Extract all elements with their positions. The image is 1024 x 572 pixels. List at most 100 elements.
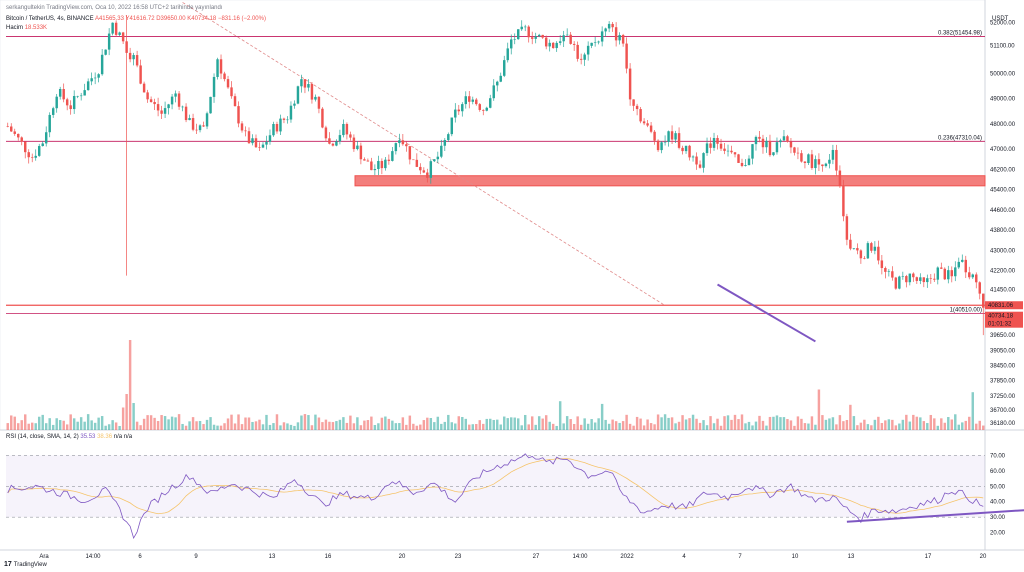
candle-body xyxy=(712,137,716,148)
candle-body xyxy=(307,84,310,88)
candle-body xyxy=(310,84,314,100)
candle-body xyxy=(377,160,380,170)
volume-bar xyxy=(649,423,653,430)
volume-bar xyxy=(198,420,202,430)
volume-bar xyxy=(41,414,44,430)
volume-bar xyxy=(328,421,331,430)
candle-body xyxy=(198,125,202,131)
candle-body xyxy=(891,271,894,278)
candle-body xyxy=(90,78,93,82)
volume-bar xyxy=(607,423,611,430)
volume-bar xyxy=(233,423,237,430)
candle-body xyxy=(485,107,488,111)
candle-body xyxy=(880,260,884,269)
rsi-legend[interactable]: RSI (14, close, SMA, 14, 2) 35.53 38.36 … xyxy=(6,433,132,441)
time-tick-label: 14:00 xyxy=(572,554,588,560)
rsi-axis[interactable]: 70.00 60.00 50.00 40.00 30.00 20.00 xyxy=(990,453,1006,536)
ohlc-values: A41565.33 Y41616.72 D39650.00 K40734.18 … xyxy=(94,16,266,22)
candle-body xyxy=(72,96,76,110)
volume-bar xyxy=(632,425,635,430)
candle-body xyxy=(517,29,520,40)
volume-bar xyxy=(310,425,314,430)
volume-bar xyxy=(929,414,933,430)
candle-body xyxy=(660,142,663,151)
price-tick-label: 46200.00 xyxy=(990,167,1016,173)
volume-bar xyxy=(20,420,23,430)
volume-bar xyxy=(873,419,877,430)
volume-bar xyxy=(586,423,590,430)
volume-bar xyxy=(160,415,163,430)
candle-body xyxy=(359,145,363,160)
candle-body xyxy=(230,87,233,97)
volume-bar xyxy=(733,414,737,430)
candle-body xyxy=(747,158,751,166)
volume-bar xyxy=(492,419,495,430)
candle-body xyxy=(475,99,478,105)
fib-levels[interactable]: 0.382(51454.98) 0.236(47310.04) 1(40510.00… xyxy=(6,30,985,314)
candle-body xyxy=(709,143,712,148)
volume-bar xyxy=(558,401,562,430)
candle-body xyxy=(412,159,415,161)
candle-body xyxy=(527,26,530,38)
candles xyxy=(6,15,985,336)
trendlines[interactable] xyxy=(717,283,816,343)
volume-bar xyxy=(821,415,824,430)
time-tick-label: 20 xyxy=(980,554,987,560)
volume-bar xyxy=(216,425,219,430)
volume-bar xyxy=(884,420,887,430)
price-tick-label: 47000.00 xyxy=(990,147,1016,153)
volume-bar xyxy=(170,416,174,430)
price-tick-label: 45400.00 xyxy=(990,188,1016,194)
volume-legend[interactable]: Hacim 18.533K xyxy=(6,24,47,32)
volume-bar xyxy=(454,423,457,430)
volume-label: Hacim xyxy=(6,25,24,31)
candle-body xyxy=(219,59,223,74)
volume-bar xyxy=(600,403,604,430)
candle-body xyxy=(705,143,709,154)
footer-logo[interactable]: 17 TradingView xyxy=(4,561,47,568)
volume-bar xyxy=(58,420,62,430)
candle-body xyxy=(730,150,733,153)
volume-bar xyxy=(296,422,300,430)
volume-bar xyxy=(370,416,373,430)
candle-body xyxy=(534,36,537,39)
volume-bar xyxy=(324,419,328,430)
candle-body xyxy=(971,274,974,278)
volume-bar xyxy=(93,422,97,430)
candle-body xyxy=(936,267,940,280)
candle-body xyxy=(30,157,34,158)
candle-body xyxy=(632,99,635,106)
candle-body xyxy=(139,65,142,84)
volume-bar xyxy=(555,425,558,430)
price-axis[interactable]: 52000.00 51100.00 50000.00 49000.00 48000.00… xyxy=(985,16,1023,427)
candle-body xyxy=(366,160,370,162)
time-axis[interactable]: Ara 14:00 6 9 13 16 20 23 27 14:00 2022 4 7 10 13 17 20 xyxy=(39,554,987,560)
candle-body xyxy=(898,276,901,289)
candle-body xyxy=(443,139,447,146)
volume-bar xyxy=(247,417,251,430)
dashed-trendline[interactable] xyxy=(182,2,666,306)
candle-body xyxy=(370,161,373,171)
volume-bar xyxy=(751,425,754,430)
symbol-legend[interactable]: Bitcoin / TetherUS, 4s, BINANCE A41565.3… xyxy=(6,15,266,23)
publish-info: serkangultekin TradingView.com, Oca 10, … xyxy=(6,5,223,11)
candle-body xyxy=(670,131,674,140)
volume-bar xyxy=(793,425,796,430)
volume-bar xyxy=(604,419,607,430)
resistance-zone[interactable] xyxy=(354,175,986,187)
candle-body xyxy=(520,26,523,30)
candle-body xyxy=(688,145,691,158)
price-label-line: 40831.06 xyxy=(988,303,1014,309)
volume-bar xyxy=(125,394,128,430)
volume-bar xyxy=(72,418,76,430)
candle-body xyxy=(275,124,279,132)
time-tick-label: 17 xyxy=(925,554,932,560)
volume-bar xyxy=(796,416,800,430)
rsi-line xyxy=(7,453,984,540)
candle-body xyxy=(663,141,667,143)
volume-bar xyxy=(761,420,765,430)
volume-bar xyxy=(639,418,642,430)
volume-bar xyxy=(835,424,838,430)
candle-body xyxy=(733,152,737,155)
